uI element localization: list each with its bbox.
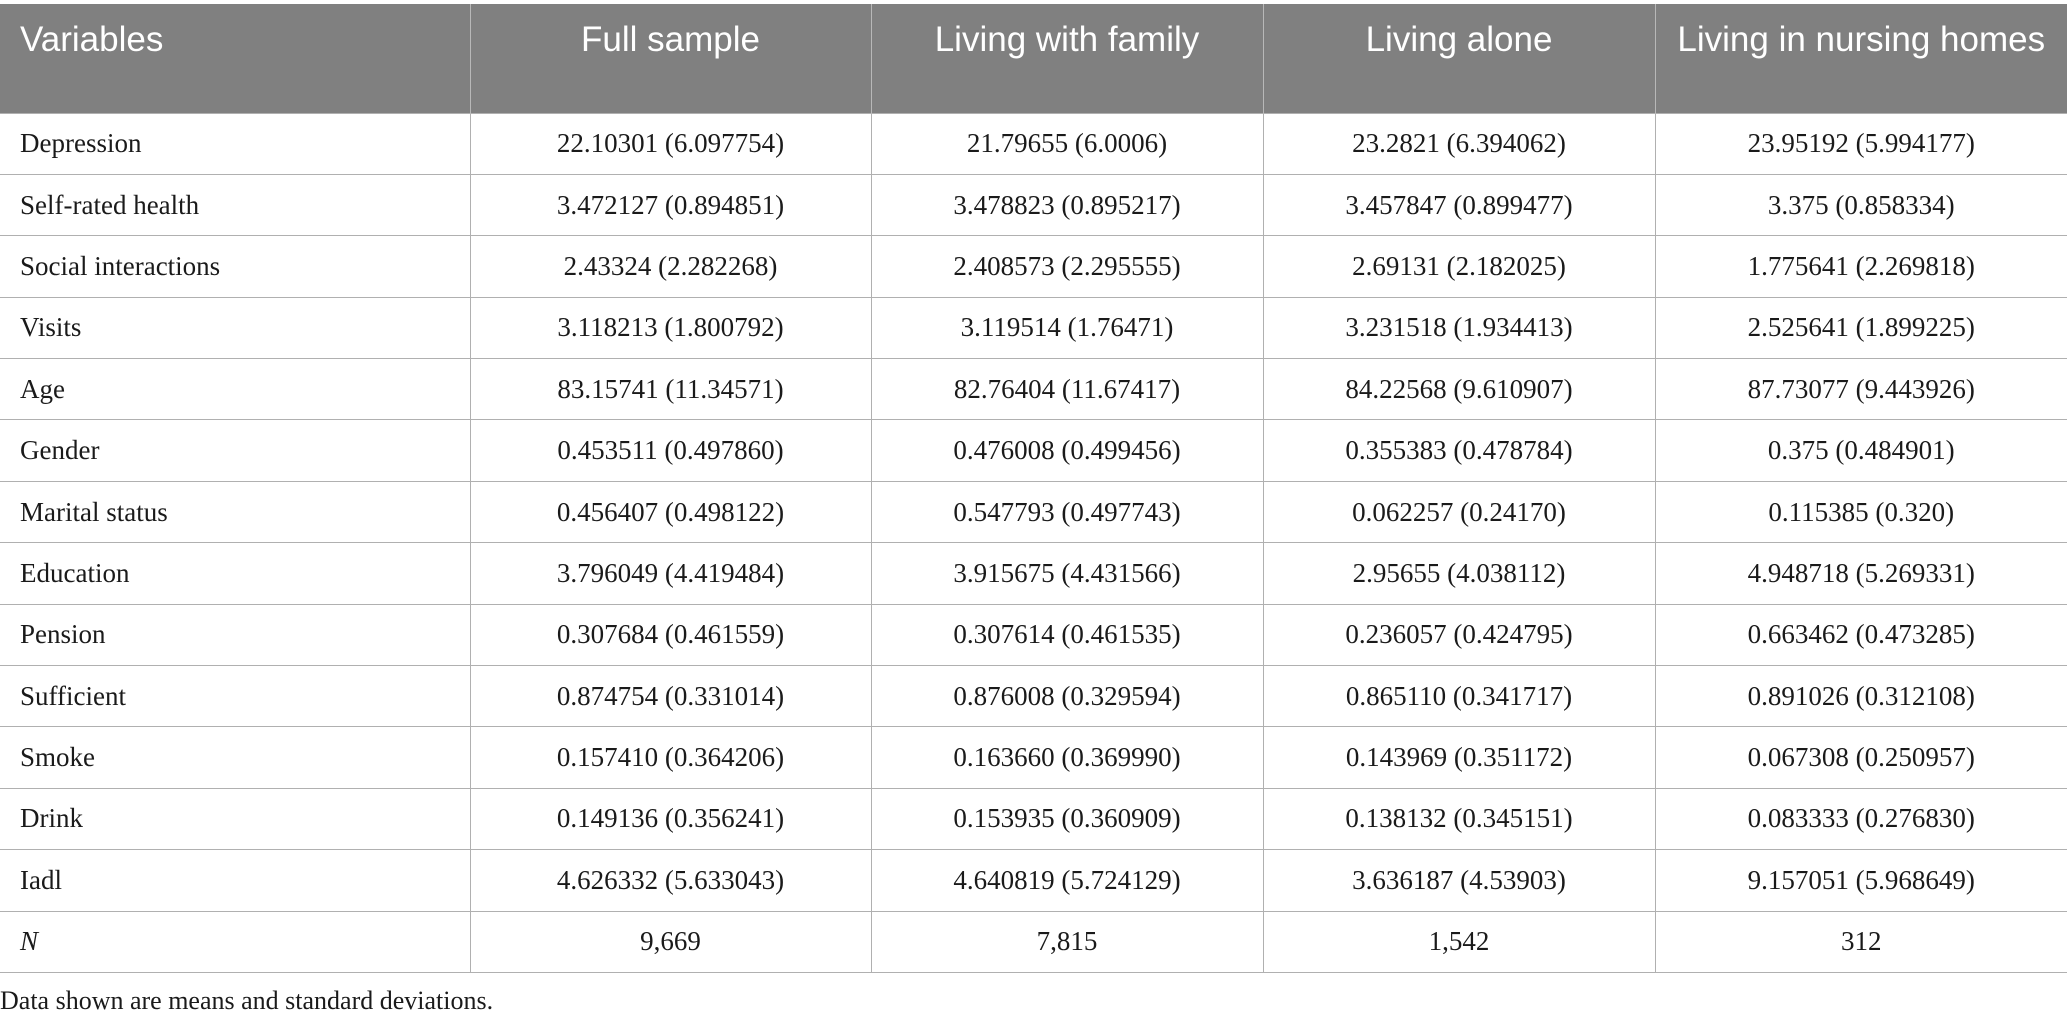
nursing-homes-cell: 0.115385 (0.320) <box>1654 481 2067 544</box>
header-living-in-nursing-homes: Living in nursing homes <box>1654 4 2067 113</box>
living-with-family-cell: 2.408573 (2.295555) <box>870 235 1263 298</box>
full-sample-cell: 0.456407 (0.498122) <box>469 481 871 544</box>
nursing-homes-cell: 3.375 (0.858334) <box>1654 174 2067 237</box>
table-row: Iadl 4.626332 (5.633043) 4.640819 (5.72412… <box>0 849 2067 912</box>
living-alone-cell: 0.138132 (0.345151) <box>1262 788 1655 851</box>
nursing-homes-cell: 1.775641 (2.269818) <box>1654 235 2067 298</box>
living-with-family-cell: 82.76404 (11.67417) <box>870 358 1263 421</box>
full-sample-cell: 0.157410 (0.364206) <box>469 726 871 789</box>
living-with-family-cell: 7,815 <box>870 911 1263 973</box>
nursing-homes-cell: 4.948718 (5.269331) <box>1654 542 2067 605</box>
nursing-homes-cell: 0.375 (0.484901) <box>1654 419 2067 482</box>
table-row: Depression 22.10301 (6.097754) 21.79655 (6… <box>0 112 2067 175</box>
table-row: Marital status 0.456407 (0.498122) 0.54779… <box>0 481 2067 544</box>
table-row: Drink 0.149136 (0.356241) 0.153935 (0.3609… <box>0 788 2067 851</box>
nursing-homes-cell: 312 <box>1654 911 2067 973</box>
variable-cell: Pension <box>0 604 470 667</box>
nursing-homes-cell: 2.525641 (1.899225) <box>1654 297 2067 360</box>
living-alone-cell: 3.636187 (4.53903) <box>1262 849 1655 912</box>
variable-cell: Marital status <box>0 481 470 544</box>
living-alone-cell: 0.143969 (0.351172) <box>1262 726 1655 789</box>
living-with-family-cell: 3.915675 (4.431566) <box>870 542 1263 605</box>
table-row: Self-rated health 3.472127 (0.894851) 3.47… <box>0 174 2067 237</box>
variable-cell: Age <box>0 358 470 421</box>
full-sample-cell: 2.43324 (2.282268) <box>469 235 871 298</box>
full-sample-cell: 0.149136 (0.356241) <box>469 788 871 851</box>
variable-cell: Education <box>0 542 470 605</box>
living-with-family-cell: 4.640819 (5.724129) <box>870 849 1263 912</box>
nursing-homes-cell: 0.067308 (0.250957) <box>1654 726 2067 789</box>
living-alone-cell: 2.95655 (4.038112) <box>1262 542 1655 605</box>
variable-cell: Drink <box>0 788 470 851</box>
living-alone-cell: 2.69131 (2.182025) <box>1262 235 1655 298</box>
nursing-homes-cell: 23.95192 (5.994177) <box>1654 112 2067 175</box>
living-alone-cell: 0.865110 (0.341717) <box>1262 665 1655 728</box>
table-row: Sufficient 0.874754 (0.331014) 0.876008 (0… <box>0 665 2067 728</box>
living-alone-cell: 0.355383 (0.478784) <box>1262 419 1655 482</box>
variable-cell: Gender <box>0 419 470 482</box>
table-row: Social interactions 2.43324 (2.282268) 2.4… <box>0 235 2067 298</box>
table-row: N 9,669 7,815 1,542 312 <box>0 911 2067 973</box>
variable-cell: Social interactions <box>0 235 470 298</box>
variable-cell: Iadl <box>0 849 470 912</box>
living-alone-cell: 3.457847 (0.899477) <box>1262 174 1655 237</box>
table-body: Depression 22.10301 (6.097754) 21.79655 (6… <box>0 112 2067 973</box>
living-with-family-cell: 3.478823 (0.895217) <box>870 174 1263 237</box>
variable-cell: Smoke <box>0 726 470 789</box>
nursing-homes-cell: 87.73077 (9.443926) <box>1654 358 2067 421</box>
living-alone-cell: 3.231518 (1.934413) <box>1262 297 1655 360</box>
living-alone-cell: 84.22568 (9.610907) <box>1262 358 1655 421</box>
living-with-family-cell: 0.876008 (0.329594) <box>870 665 1263 728</box>
living-alone-cell: 23.2821 (6.394062) <box>1262 112 1655 175</box>
full-sample-cell: 3.796049 (4.419484) <box>469 542 871 605</box>
full-sample-cell: 83.15741 (11.34571) <box>469 358 871 421</box>
table-footnote: Data shown are means and standard deviat… <box>0 986 494 1015</box>
header-variables: Variables <box>0 4 470 113</box>
variable-cell: Self-rated health <box>0 174 470 237</box>
data-table: Variables Full sample Living with family… <box>0 4 2067 973</box>
living-with-family-cell: 0.547793 (0.497743) <box>870 481 1263 544</box>
living-alone-cell: 1,542 <box>1262 911 1655 973</box>
living-with-family-cell: 0.163660 (0.369990) <box>870 726 1263 789</box>
living-alone-cell: 0.062257 (0.24170) <box>1262 481 1655 544</box>
table-row: Pension 0.307684 (0.461559) 0.307614 (0.46… <box>0 604 2067 667</box>
table-row: Education 3.796049 (4.419484) 3.915675 (4.… <box>0 542 2067 605</box>
full-sample-cell: 0.307684 (0.461559) <box>469 604 871 667</box>
table-header: Variables Full sample Living with family… <box>0 4 2067 113</box>
header-row: Variables Full sample Living with family… <box>0 4 2067 113</box>
full-sample-cell: 3.118213 (1.800792) <box>469 297 871 360</box>
variable-cell: N <box>0 911 470 973</box>
living-with-family-cell: 21.79655 (6.0006) <box>870 112 1263 175</box>
header-living-alone: Living alone <box>1262 4 1655 113</box>
living-with-family-cell: 0.153935 (0.360909) <box>870 788 1263 851</box>
table-row: Age 83.15741 (11.34571) 82.76404 (11.67417… <box>0 358 2067 421</box>
full-sample-cell: 0.874754 (0.331014) <box>469 665 871 728</box>
full-sample-cell: 9,669 <box>469 911 871 973</box>
full-sample-cell: 4.626332 (5.633043) <box>469 849 871 912</box>
variable-cell: Sufficient <box>0 665 470 728</box>
variable-cell: Visits <box>0 297 470 360</box>
nursing-homes-cell: 0.083333 (0.276830) <box>1654 788 2067 851</box>
nursing-homes-cell: 0.663462 (0.473285) <box>1654 604 2067 667</box>
table-row: Smoke 0.157410 (0.364206) 0.163660 (0.3699… <box>0 726 2067 789</box>
table-row: Gender 0.453511 (0.497860) 0.476008 (0.499… <box>0 419 2067 482</box>
nursing-homes-cell: 9.157051 (5.968649) <box>1654 849 2067 912</box>
living-alone-cell: 0.236057 (0.424795) <box>1262 604 1655 667</box>
header-full-sample: Full sample <box>469 4 871 113</box>
full-sample-cell: 22.10301 (6.097754) <box>469 112 871 175</box>
header-living-with-family: Living with family <box>870 4 1263 113</box>
table-row: Visits 3.118213 (1.800792) 3.119514 (1.764… <box>0 297 2067 360</box>
living-with-family-cell: 0.476008 (0.499456) <box>870 419 1263 482</box>
living-with-family-cell: 0.307614 (0.461535) <box>870 604 1263 667</box>
summary-statistics-table: Variables Full sample Living with family… <box>0 4 2067 973</box>
living-with-family-cell: 3.119514 (1.76471) <box>870 297 1263 360</box>
full-sample-cell: 3.472127 (0.894851) <box>469 174 871 237</box>
nursing-homes-cell: 0.891026 (0.312108) <box>1654 665 2067 728</box>
full-sample-cell: 0.453511 (0.497860) <box>469 419 871 482</box>
variable-cell: Depression <box>0 112 470 175</box>
